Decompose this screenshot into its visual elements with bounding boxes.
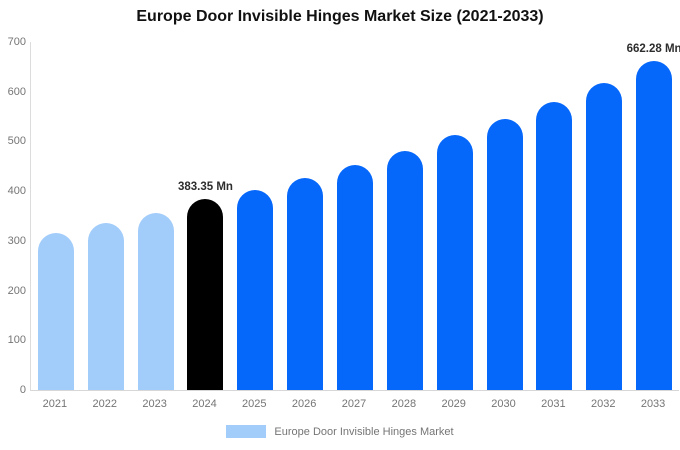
bar-2032 xyxy=(586,83,623,390)
legend-swatch xyxy=(226,425,267,438)
y-tick-label: 200 xyxy=(7,284,26,297)
data-label-2033: 662.28 Mn xyxy=(626,42,680,55)
bar-2023 xyxy=(137,213,174,390)
x-tick-label: 2029 xyxy=(441,398,466,410)
x-tick-label: 2027 xyxy=(341,398,367,410)
bar-2025 xyxy=(237,190,274,390)
x-tick-label: 2023 xyxy=(142,398,167,410)
x-tick-label: 2032 xyxy=(590,398,616,410)
x-tick-label: 2021 xyxy=(42,398,68,410)
bar-2027 xyxy=(337,165,373,390)
bar-2030 xyxy=(486,118,523,390)
legend-label: Europe Door Invisible Hinges Market xyxy=(274,425,454,438)
plot-area: 383.35 Mn 662.28 Mn xyxy=(30,42,680,391)
y-tick-label: 500 xyxy=(7,135,26,148)
bar-2033 xyxy=(636,60,673,390)
bar-2028 xyxy=(386,151,423,390)
y-tick-label: 600 xyxy=(7,85,26,98)
x-tick-label: 2026 xyxy=(291,398,317,410)
bar-2022 xyxy=(87,223,124,390)
bar-2029 xyxy=(436,135,473,390)
bar-2026 xyxy=(287,178,324,390)
x-tick-label: 2033 xyxy=(640,398,666,410)
x-tick-label: 2025 xyxy=(242,398,267,410)
y-tick-label: 100 xyxy=(7,334,26,347)
x-tick-label: 2030 xyxy=(491,398,516,410)
y-tick-label: 700 xyxy=(7,36,26,48)
bar-2024 xyxy=(187,199,224,390)
x-tick-label: 2028 xyxy=(391,398,417,410)
y-tick-label: 400 xyxy=(7,185,26,198)
x-axis: 2021 2022 2023 2024 2025 2026 2027 2028 2029 2030… xyxy=(30,391,678,411)
bar-2021 xyxy=(37,233,74,390)
bar-2031 xyxy=(536,101,573,390)
y-tick-label: 300 xyxy=(7,234,26,247)
y-axis: 0 100 200 300 400 500 600 700 xyxy=(0,36,26,396)
chart-title: Europe Door Invisible Hinges Market Size… xyxy=(136,8,544,25)
x-tick-label: 2031 xyxy=(541,398,566,410)
data-label-2024: 383.35 Mn xyxy=(177,181,233,194)
y-tick-label: 0 xyxy=(19,384,26,396)
legend: Europe Door Invisible Hinges Market xyxy=(0,425,680,438)
x-tick-label: 2022 xyxy=(92,398,118,410)
x-tick-label: 2024 xyxy=(192,398,217,410)
